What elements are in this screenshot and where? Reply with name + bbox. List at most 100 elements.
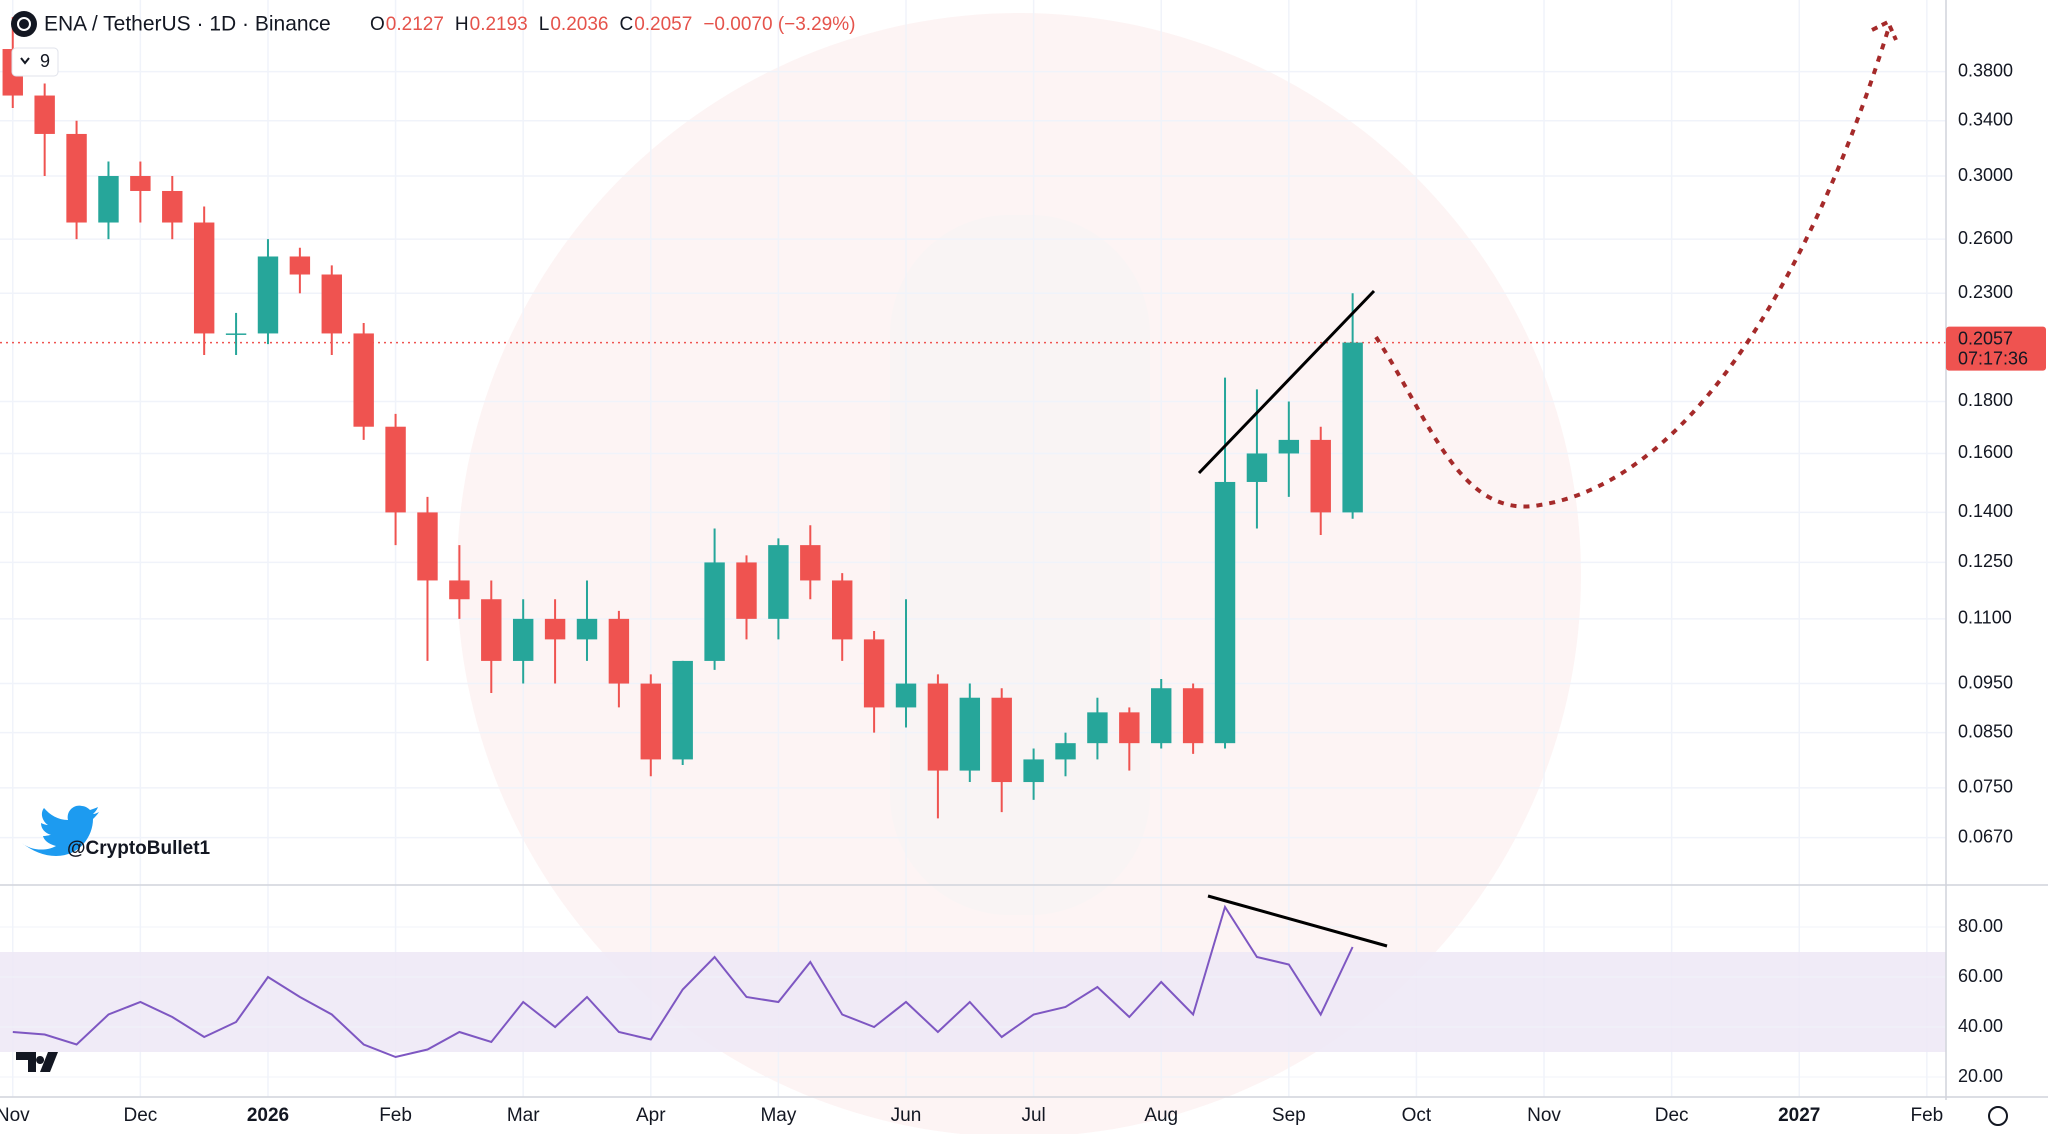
candle-body bbox=[544, 618, 566, 640]
y-tick-label: 0.2300 bbox=[1958, 282, 2013, 302]
x-tick-label: Jun bbox=[891, 1105, 922, 1126]
candle-body bbox=[736, 562, 757, 619]
trend-line bbox=[1197, 289, 1376, 475]
symbol-logo[interactable] bbox=[11, 11, 37, 37]
symbol-logo-mark bbox=[17, 17, 31, 31]
y-axis: 0.0670 0.0750 0.0850 0.0950 0.1100 0.1250 0.14… bbox=[1958, 60, 2013, 1085]
indicator-toggle[interactable] bbox=[11, 47, 59, 77]
ohlc-value: 0.2036 bbox=[550, 14, 608, 35]
rsi-trend-line bbox=[1207, 894, 1388, 948]
indicator-count: 9 bbox=[40, 51, 50, 71]
twitter-handle: @CryptoBullet1 bbox=[67, 838, 211, 859]
candle-body bbox=[672, 660, 693, 760]
candle-body bbox=[768, 545, 789, 619]
ohlc-value: 0.2127 bbox=[386, 14, 444, 35]
candle-body bbox=[225, 333, 247, 335]
y-tick-label: 0.0850 bbox=[1958, 721, 2013, 741]
annotations bbox=[1197, 19, 1898, 948]
x-axis: Nov Dec 2026 Feb Mar Apr May Jun Jul Aug Sep Oct Nov… bbox=[0, 1105, 1943, 1126]
x-tick-label: Aug bbox=[1144, 1105, 1178, 1126]
candle-body bbox=[959, 697, 981, 771]
candle-body bbox=[481, 599, 502, 661]
x-tick-label: Sep bbox=[1272, 1105, 1306, 1126]
x-tick-label: Apr bbox=[636, 1105, 666, 1126]
candle-body bbox=[1119, 712, 1140, 744]
candle-body bbox=[289, 256, 311, 275]
y-tick-label: 0.1400 bbox=[1958, 501, 2013, 521]
y-tick-label: 0.0950 bbox=[1958, 672, 2013, 692]
candle-body bbox=[321, 274, 342, 334]
y-tick-label: 0.3800 bbox=[1958, 60, 2013, 80]
x-tick-label: Oct bbox=[1402, 1105, 1432, 1126]
y-tick-label: 0.3400 bbox=[1958, 110, 2013, 130]
candle-body bbox=[1214, 481, 1236, 744]
candle-body bbox=[1246, 453, 1268, 482]
candle-body bbox=[1310, 439, 1331, 513]
x-tick-label: 2026 bbox=[247, 1105, 289, 1126]
x-tick-label: Feb bbox=[379, 1105, 412, 1126]
rsi-tick-label: 40.00 bbox=[1958, 1016, 2003, 1036]
y-tick-label: 0.1250 bbox=[1958, 551, 2013, 571]
axes bbox=[0, 0, 2048, 1100]
x-tick-label: Nov bbox=[0, 1105, 30, 1126]
watermark: @CryptoBullet1 bbox=[16, 805, 211, 1072]
candle-body bbox=[1055, 743, 1076, 760]
rsi-panel bbox=[0, 904, 1946, 1078]
rsi-line bbox=[12, 904, 1354, 1059]
candle-body bbox=[704, 562, 725, 661]
candle-body bbox=[353, 333, 374, 427]
tv-logo[interactable] bbox=[16, 1052, 58, 1072]
candle-body bbox=[1151, 688, 1172, 744]
candle-body bbox=[512, 618, 534, 661]
y-tick-label: 0.0750 bbox=[1958, 777, 2013, 797]
candle-body bbox=[576, 618, 598, 640]
price-change: −0.0070 (−3.29%) bbox=[703, 14, 855, 35]
y-tick-label: 0.3000 bbox=[1958, 165, 2013, 185]
x-tick-label: May bbox=[760, 1105, 796, 1126]
price-tag-countdown: 07:17:36 bbox=[1958, 348, 2028, 368]
candle-body bbox=[417, 512, 438, 581]
ohlc-label: H bbox=[455, 14, 469, 35]
rsi-tick-label: 20.00 bbox=[1958, 1066, 2003, 1086]
symbol-title[interactable]: ENA / TetherUS · 1D · Binance bbox=[44, 13, 331, 36]
y-tick-label: 0.1800 bbox=[1958, 390, 2013, 410]
header: ENA / TetherUS · 1D · Binance O 0.2127 H 0.… bbox=[11, 11, 855, 77]
candle-body bbox=[34, 95, 55, 134]
candle-body bbox=[927, 683, 949, 771]
candle-body bbox=[1342, 342, 1363, 513]
candle-body bbox=[1023, 759, 1044, 783]
y-tick-label: 0.1100 bbox=[1958, 608, 2012, 628]
rsi-band bbox=[0, 952, 1946, 1052]
price-tag-value: 0.2057 bbox=[1958, 328, 2013, 348]
settings-icon[interactable] bbox=[1988, 1106, 2008, 1126]
candle-body bbox=[385, 426, 406, 513]
candle-body bbox=[98, 176, 119, 223]
candle-body bbox=[257, 256, 279, 334]
y-tick-label: 0.1600 bbox=[1958, 442, 2013, 462]
candle-body bbox=[449, 580, 470, 600]
candle-body bbox=[640, 683, 662, 760]
x-tick-label: Mar bbox=[507, 1105, 540, 1126]
candle-body bbox=[863, 639, 885, 708]
candle-body bbox=[193, 222, 215, 334]
ohlc-value: 0.2057 bbox=[634, 14, 692, 35]
x-tick-label: Feb bbox=[1910, 1105, 1943, 1126]
x-tick-label: Nov bbox=[1527, 1105, 1561, 1126]
candle-body bbox=[1278, 439, 1300, 454]
watermark-shape bbox=[890, 215, 1150, 915]
y-tick-label: 0.2600 bbox=[1958, 228, 2013, 248]
candle-body bbox=[831, 580, 853, 640]
twitter-icon bbox=[22, 805, 99, 856]
ohlc-legend: O 0.2127 H 0.2193 L 0.2036 C 0.2057 −0.0070 (−3.… bbox=[370, 14, 855, 35]
candle-body bbox=[1087, 712, 1108, 744]
grid bbox=[0, 0, 1946, 1097]
ohlc-value: 0.2193 bbox=[470, 14, 528, 35]
y-tick-label: 0.0670 bbox=[1958, 826, 2013, 846]
candles bbox=[2, 17, 1363, 819]
ohlc-label: C bbox=[619, 14, 633, 35]
settings-button[interactable] bbox=[1988, 1106, 2008, 1126]
chevron bbox=[20, 57, 30, 65]
candle-body bbox=[608, 618, 630, 684]
